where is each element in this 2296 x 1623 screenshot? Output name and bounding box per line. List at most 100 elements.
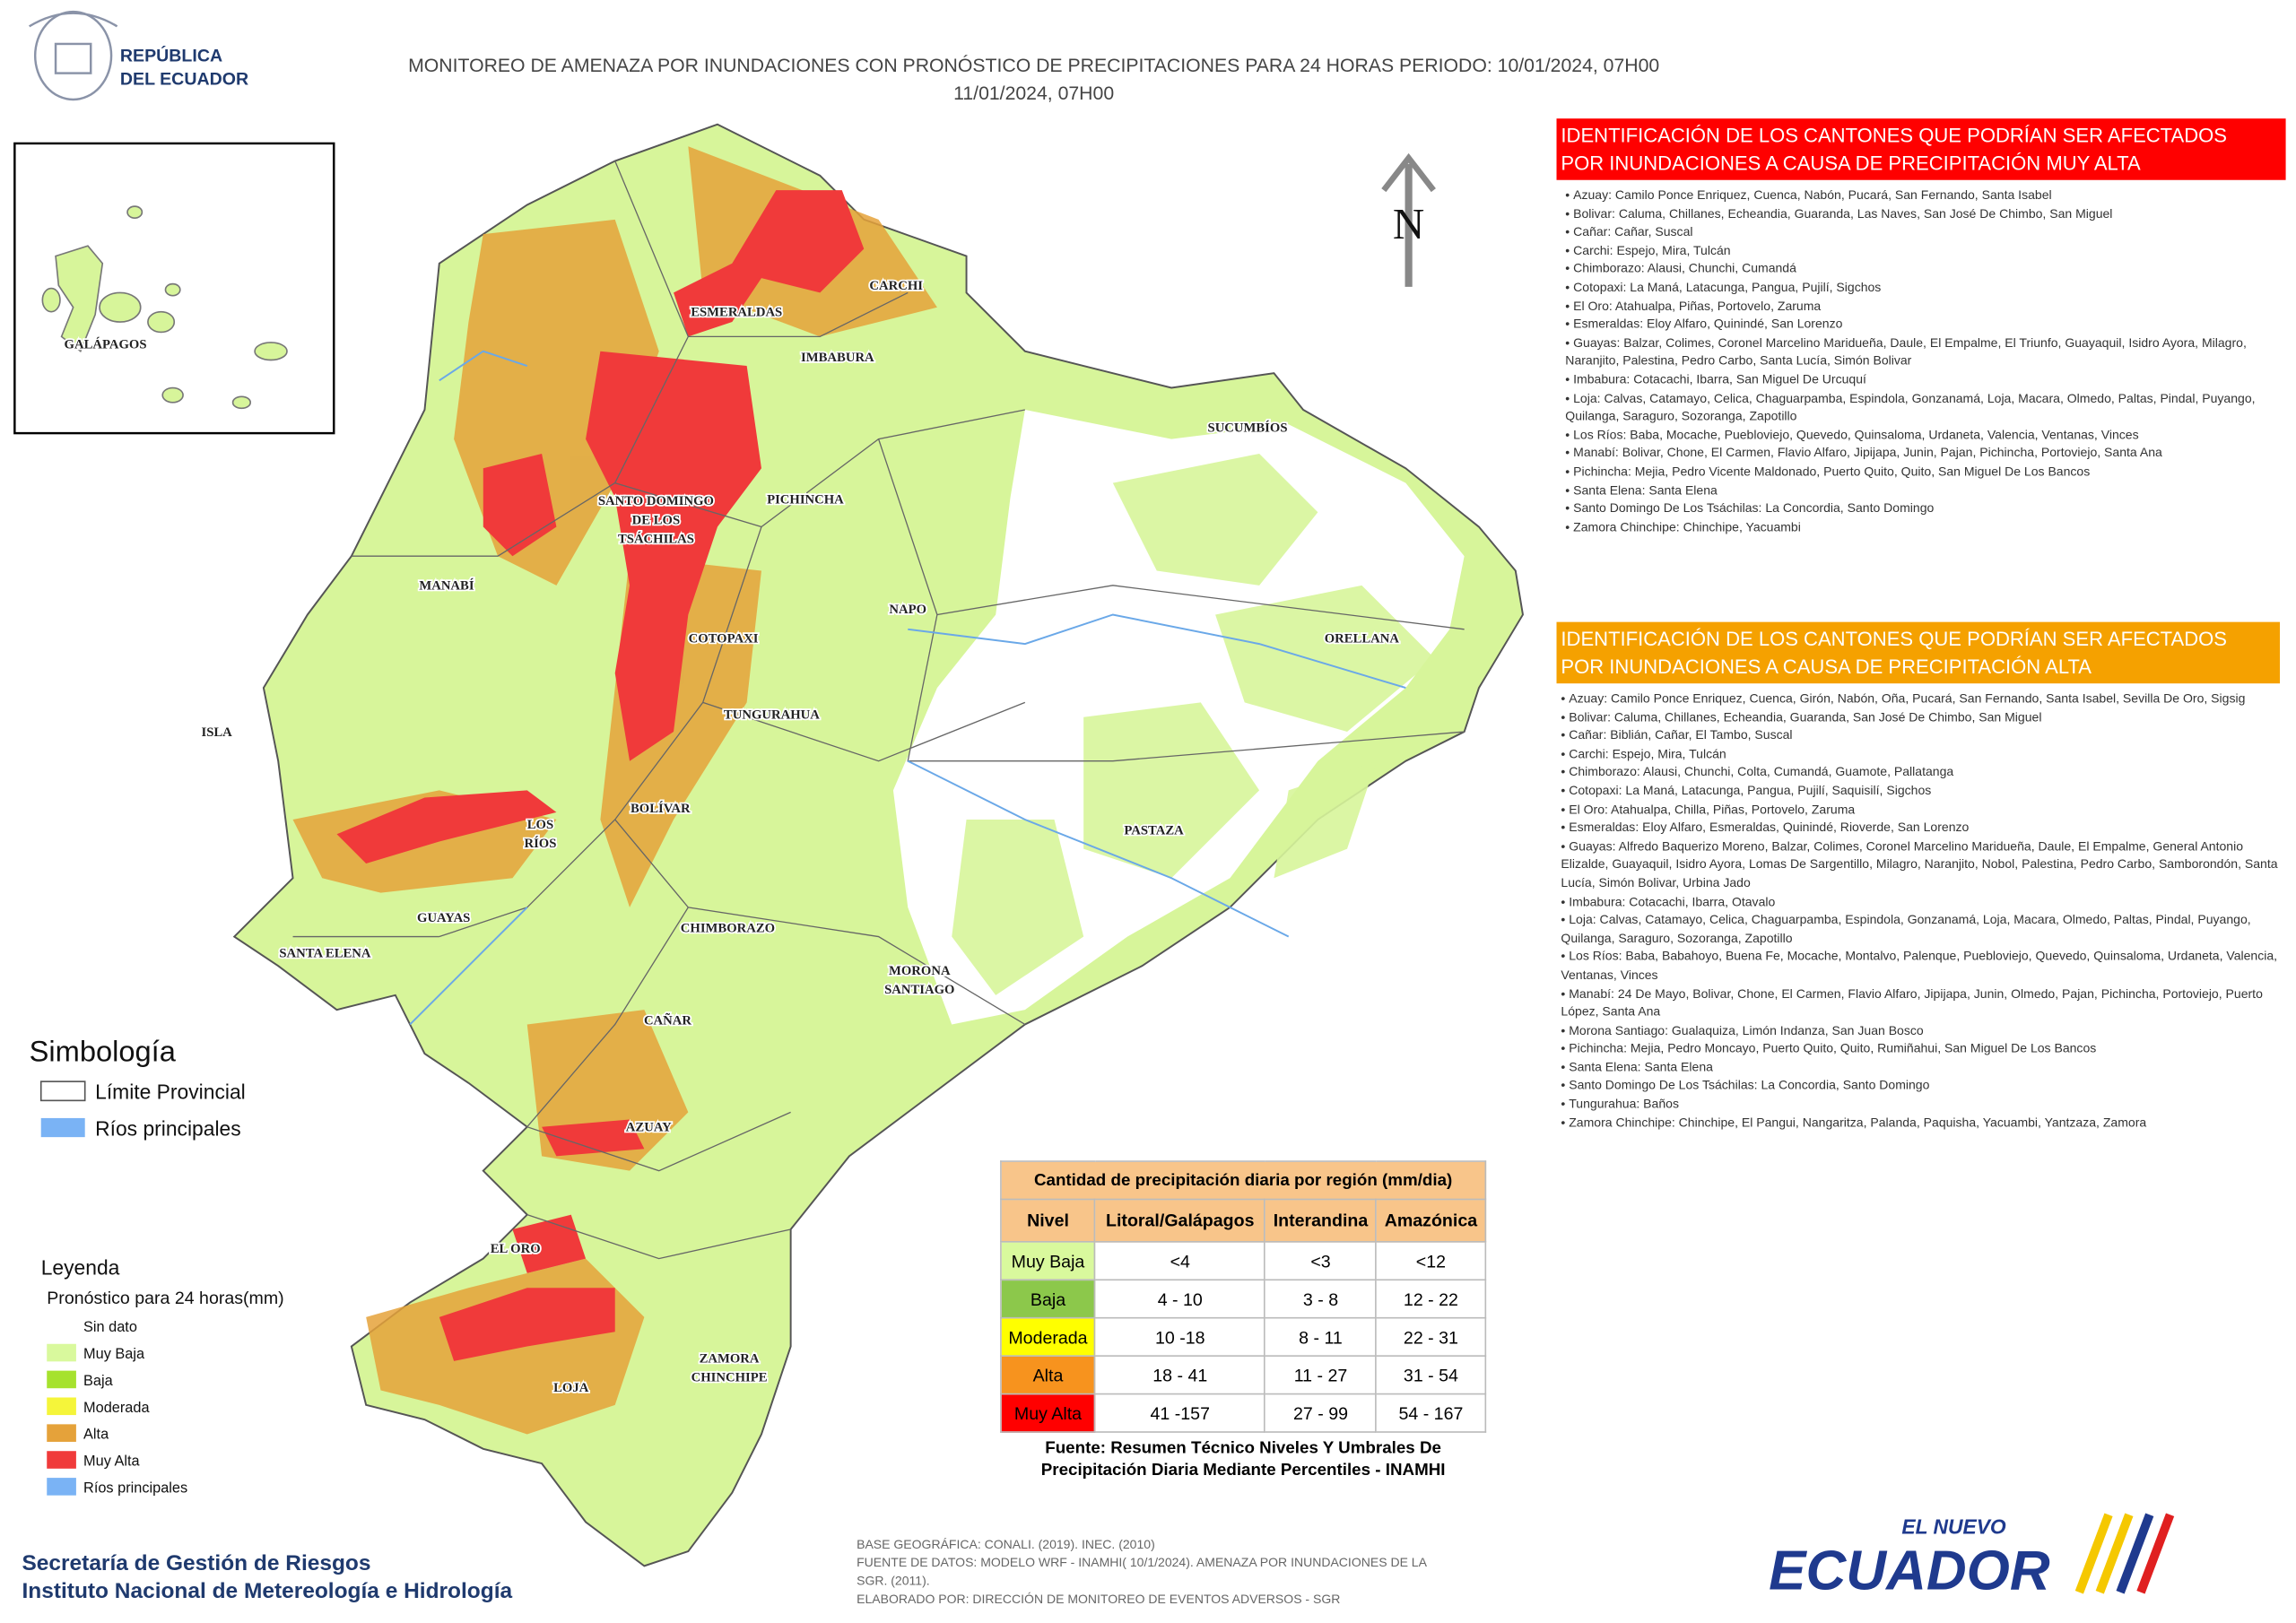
- canton-item: El Oro: Atahualpa, Piñas, Portovelo, Zar…: [1565, 297, 2285, 316]
- threshold-table: Cantidad de precipitación diaria por reg…: [1000, 1160, 1487, 1482]
- logo-text: DEL ECUADOR: [120, 70, 248, 90]
- table-cell: <3: [1264, 1241, 1378, 1281]
- table-header: Litoral/Galápagos: [1094, 1198, 1266, 1243]
- canton-item: Zamora Chinchipe: Chinchipe, Yacuambi: [1565, 517, 2285, 536]
- province-label: CHIMBORAZO: [681, 922, 775, 936]
- canton-item: Chimborazo: Alausi, Chunchi, Colta, Cuma…: [1561, 763, 2280, 782]
- panel-high: IDENTIFICACIÓN DE LOS CANTONES QUE PODRÍ…: [1556, 621, 2281, 1132]
- legend-item: Alta: [83, 1427, 109, 1443]
- table-cell: 54 - 167: [1375, 1393, 1487, 1433]
- province-label: ORELLANA: [1325, 631, 1400, 646]
- table: Cantidad de precipitación diaria por reg…: [1000, 1160, 1487, 1433]
- rivers: [409, 350, 1406, 1026]
- note-line: FUENTE DE DATOS: MODELO WRF - INAMHI( 10…: [857, 1555, 1428, 1569]
- note-line: ELABORADO POR: DIRECCIÓN DE MONITOREO DE…: [857, 1592, 1340, 1606]
- table-cell: 4 - 10: [1094, 1279, 1266, 1319]
- logo-big: ECUADOR: [1769, 1540, 2050, 1601]
- legend-subtitle: Pronóstico para 24 horas(mm): [47, 1289, 283, 1308]
- table-title-row: Cantidad de precipitación diaria por reg…: [1000, 1160, 1487, 1201]
- province-label: ZAMORA: [700, 1351, 760, 1366]
- table-cell: 27 - 99: [1264, 1393, 1378, 1433]
- legend-item: Muy Baja: [83, 1346, 145, 1362]
- symbol-swatch: [39, 1081, 86, 1102]
- table-header: Nivel: [1000, 1198, 1096, 1243]
- panel-title: IDENTIFICACIÓN DE LOS CANTONES QUE PODRÍ…: [1556, 621, 2281, 684]
- panel-very-high: IDENTIFICACIÓN DE LOS CANTONES QUE PODRÍ…: [1556, 118, 2286, 536]
- legend-item: Moderada: [83, 1400, 150, 1416]
- province-label: CHINCHIPE: [691, 1371, 768, 1385]
- table-header: Interandina: [1264, 1198, 1378, 1243]
- table-cell: 12 - 22: [1375, 1279, 1487, 1319]
- legend-title: Leyenda: [41, 1256, 120, 1280]
- province-label: CARCHI: [869, 279, 923, 293]
- title: MONITOREO DE AMENAZA POR INUNDACIONES CO…: [408, 54, 1659, 76]
- province-label: DE LOS: [632, 513, 680, 527]
- canton-item: El Oro: Atahualpa, Chilla, Piñas, Portov…: [1561, 800, 2280, 819]
- table-cell: 3 - 8: [1264, 1279, 1378, 1319]
- note-line: BASE GEOGRÁFICA: CONALI. (2019). INEC. (…: [857, 1537, 1155, 1551]
- province-borders: [292, 161, 1465, 1260]
- symbology-item: Ríos principales: [95, 1117, 241, 1141]
- legend-swatch: [47, 1397, 76, 1416]
- symbology-item: Límite Provincial: [95, 1081, 246, 1104]
- level-cell: Muy Alta: [1000, 1393, 1096, 1433]
- legend-swatch: [47, 1424, 76, 1442]
- table-cell: <12: [1375, 1241, 1487, 1281]
- legend-swatch: [47, 1316, 76, 1335]
- inset-label: GALÁPAGOS: [65, 336, 147, 352]
- canton-item: Manabí: Bolivar, Chone, El Carmen, Flavi…: [1565, 444, 2285, 463]
- province-label: TSÁCHILAS: [618, 532, 694, 547]
- level-cell: Muy Baja: [1000, 1241, 1096, 1281]
- province-labels: CARCHI ESMERALDAS IMBABURA SUCUMBÍOS SANTO D…: [200, 277, 1401, 1397]
- table-row: Muy Baja <4 <3 <12: [1000, 1241, 1487, 1281]
- table-title: Cantidad de precipitación diaria por reg…: [1000, 1160, 1487, 1201]
- canton-item: Bolivar: Caluma, Chillanes, Echeandia, G…: [1565, 204, 2285, 223]
- canton-item: Carchi: Espejo, Mira, Tulcán: [1561, 744, 2280, 763]
- canton-item: Guayas: Balzar, Colimes, Coronel Marceli…: [1565, 334, 2285, 370]
- canton-item: Esmeraldas: Eloy Alfaro, Esmeraldas, Qui…: [1561, 819, 2280, 838]
- notes: BASE GEOGRÁFICA: CONALI. (2019). INEC. (…: [857, 1537, 1428, 1606]
- note-line: SGR. (2011).: [857, 1574, 930, 1588]
- province-label: MANABÍ: [419, 578, 474, 594]
- canton-list: Azuay: Camilo Ponce Enriquez, Cuenca, Na…: [1565, 186, 2285, 536]
- north-label: N: [1393, 199, 1424, 248]
- table-cell: 18 - 41: [1094, 1355, 1266, 1395]
- canton-item: Santo Domingo De Los Tsáchilas: La Conco…: [1565, 499, 2285, 518]
- province-label: COTOPAXI: [689, 631, 759, 646]
- province-label: AZUAY: [626, 1121, 672, 1135]
- province-label: IMBABURA: [801, 351, 874, 365]
- province-label: GUAYAS: [417, 911, 470, 925]
- canton-item: Tungurahua: Baños: [1561, 1095, 2280, 1114]
- panel-title-line: POR INUNDACIONES A CAUSA DE PRECIPITACIÓ…: [1561, 655, 2092, 678]
- canton-item: Carchi: Espejo, Mira, Tulcán: [1565, 241, 2285, 260]
- table-cell: <4: [1094, 1241, 1266, 1281]
- province-label: ISLA: [201, 725, 232, 740]
- level-cell: Moderada: [1000, 1316, 1096, 1357]
- table-cell: 22 - 31: [1375, 1316, 1487, 1357]
- table-cell: 31 - 54: [1375, 1355, 1487, 1395]
- panel-title-line: IDENTIFICACIÓN DE LOS CANTONES QUE PODRÍ…: [1561, 628, 2227, 650]
- north-arrow: [1381, 152, 1436, 287]
- legend-item: Baja: [83, 1373, 114, 1389]
- table-cell: 41 -157: [1094, 1393, 1266, 1433]
- org-name: Instituto Nacional de Metereología e Hid…: [22, 1579, 512, 1603]
- source-line: Precipitación Diaria Mediante Percentile…: [1040, 1462, 1446, 1480]
- canton-item: Los Ríos: Baba, Babahoyo, Buena Fe, Moca…: [1561, 947, 2280, 984]
- canton-item: Esmeraldas: Eloy Alfaro, Quinindé, San L…: [1565, 315, 2285, 334]
- province-label: SANTIAGO: [884, 983, 954, 997]
- galapagos-islands: [41, 205, 288, 410]
- table-header: Amazónica: [1375, 1198, 1487, 1243]
- canton-item: Morona Santiago: Gualaquiza, Limón Indan…: [1561, 1021, 2280, 1040]
- legend: Sin dato Muy Baja Baja Moderada Alta Muy Alta…: [47, 1316, 187, 1496]
- canton-item: Santa Elena: Santa Elena: [1561, 1058, 2280, 1077]
- level-cell: Baja: [1000, 1279, 1096, 1319]
- logo-small: EL NUEVO: [1901, 1515, 2006, 1538]
- canton-item: Manabí: 24 De Mayo, Bolivar, Chone, El C…: [1561, 985, 2280, 1021]
- province-label: PASTAZA: [1124, 823, 1184, 838]
- panel-title-line: IDENTIFICACIÓN DE LOS CANTONES QUE PODRÍ…: [1561, 124, 2227, 147]
- table-source: Fuente: Resumen Técnico Niveles Y Umbral…: [1000, 1438, 1486, 1482]
- canton-item: Cotopaxi: La Maná, Latacunga, Pangua, Pu…: [1565, 278, 2285, 297]
- title: 11/01/2024, 07H00: [953, 83, 1114, 104]
